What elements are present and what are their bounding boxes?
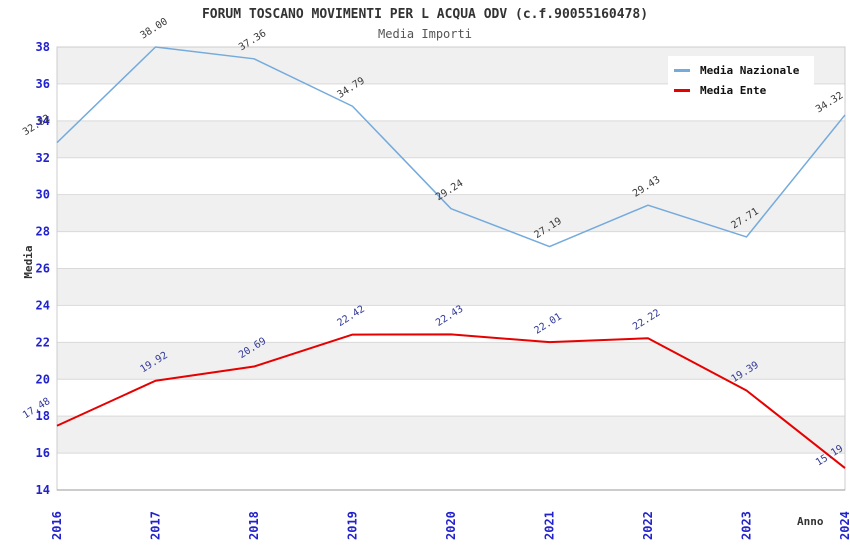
y-tick-label: 30 [36,188,50,202]
point-value-label: 22.42 [335,304,366,329]
band [57,416,845,454]
y-tick-label: 20 [36,372,50,386]
y-tick-label: 38 [36,40,50,54]
legend-label: Media Nazionale [700,63,800,77]
legend-swatch-ente [674,88,690,92]
point-value-label: 22.22 [631,308,662,333]
series-line-nazionale [56,46,846,248]
y-tick-label: 28 [36,225,50,239]
legend: Media Nazionale Media Ente [668,56,814,104]
legend-swatch-nazionale [674,68,690,72]
x-tick-label: 2022 [641,511,655,540]
y-tick-label: 26 [36,262,50,276]
point-value-label: 22.01 [532,311,563,336]
x-tick-label: 2023 [740,511,754,540]
point-value-label: 22.43 [434,304,465,329]
x-tick-label: 2019 [346,511,360,540]
y-tick-label: 16 [36,446,50,460]
x-tick-label: 2016 [50,511,64,540]
y-tick-label: 18 [36,409,50,423]
x-axis-title: Anno [797,515,824,528]
chart-subtitle: Media Importi [378,27,472,41]
legend-label: Media Ente [700,83,767,97]
chart-title: FORUM TOSCANO MOVIMENTI PER L ACQUA ODV … [201,7,649,22]
y-tick-label: 14 [36,483,50,497]
band [57,342,845,380]
band [57,268,845,306]
y-tick-label: 22 [36,335,50,349]
legend-item-ente: Media Ente [674,80,814,100]
point-value-label: 34.32 [814,90,845,115]
x-tick-label: 2020 [444,511,458,540]
y-tick-label: 36 [36,77,50,91]
series-line-ente [56,333,846,469]
band [57,120,845,158]
legend-item-nazionale: Media Nazionale [674,60,814,80]
y-tick-label: 34 [36,114,50,128]
y-tick-label: 24 [36,298,50,312]
band [57,194,845,232]
x-tick-label: 2021 [543,511,557,540]
x-tick-label: 2017 [149,511,163,540]
x-tick-label: 2024 [838,511,850,540]
y-tick-label: 32 [36,151,50,165]
x-tick-label: 2018 [247,511,261,540]
